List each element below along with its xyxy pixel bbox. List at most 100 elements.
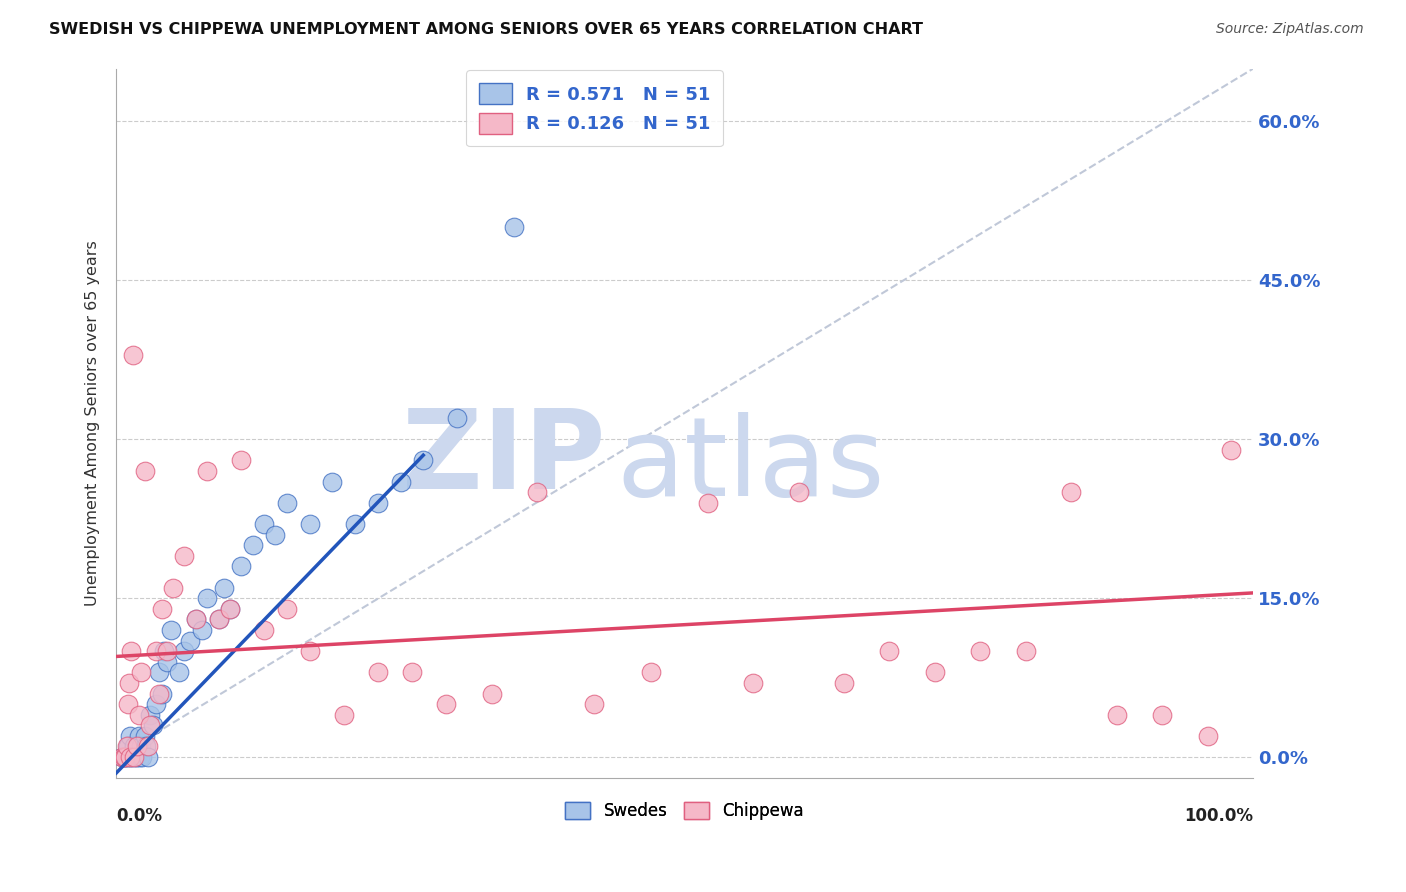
Point <box>276 601 298 615</box>
Point <box>156 644 179 658</box>
Point <box>135 739 157 754</box>
Text: SWEDISH VS CHIPPEWA UNEMPLOYMENT AMONG SENIORS OVER 65 YEARS CORRELATION CHART: SWEDISH VS CHIPPEWA UNEMPLOYMENT AMONG S… <box>49 22 924 37</box>
Point <box>112 750 135 764</box>
Point <box>145 697 167 711</box>
Point <box>298 644 321 658</box>
Point <box>446 411 468 425</box>
Point <box>111 750 134 764</box>
Point <box>114 750 136 764</box>
Point <box>139 718 162 732</box>
Point <box>111 750 134 764</box>
Point <box>231 453 253 467</box>
Point <box>367 665 389 680</box>
Point <box>136 750 159 764</box>
Point <box>832 676 855 690</box>
Point <box>231 559 253 574</box>
Point <box>367 496 389 510</box>
Point <box>173 549 195 563</box>
Legend: Swedes, Chippewa: Swedes, Chippewa <box>558 795 811 827</box>
Point <box>128 707 150 722</box>
Point <box>150 686 173 700</box>
Point <box>219 601 242 615</box>
Point <box>332 707 354 722</box>
Point <box>264 527 287 541</box>
Point <box>1015 644 1038 658</box>
Point <box>214 581 236 595</box>
Point <box>167 665 190 680</box>
Point <box>117 697 139 711</box>
Point <box>582 697 605 711</box>
Point <box>481 686 503 700</box>
Point <box>120 644 142 658</box>
Point <box>150 601 173 615</box>
Point <box>115 750 138 764</box>
Point <box>128 729 150 743</box>
Point <box>112 750 135 764</box>
Point <box>136 739 159 754</box>
Point <box>162 581 184 595</box>
Point <box>1197 729 1219 743</box>
Point <box>120 750 142 764</box>
Point <box>134 464 156 478</box>
Point <box>253 516 276 531</box>
Point <box>118 729 141 743</box>
Y-axis label: Unemployment Among Seniors over 65 years: Unemployment Among Seniors over 65 years <box>86 241 100 607</box>
Point <box>114 750 136 764</box>
Point <box>344 516 367 531</box>
Point <box>879 644 901 658</box>
Point <box>184 612 207 626</box>
Text: ZIP: ZIP <box>402 405 605 512</box>
Point <box>134 729 156 743</box>
Point <box>139 707 162 722</box>
Point <box>156 655 179 669</box>
Point <box>129 739 152 754</box>
Point <box>184 612 207 626</box>
Point <box>124 750 146 764</box>
Point <box>117 739 139 754</box>
Point <box>125 750 148 764</box>
Point <box>124 739 146 754</box>
Point <box>122 347 145 361</box>
Point <box>160 623 183 637</box>
Point <box>253 623 276 637</box>
Point <box>129 750 152 764</box>
Point <box>207 612 229 626</box>
Point <box>742 676 765 690</box>
Point <box>129 665 152 680</box>
Point <box>118 750 141 764</box>
Point <box>1060 485 1083 500</box>
Point <box>219 601 242 615</box>
Point <box>148 665 170 680</box>
Point <box>115 739 138 754</box>
Point <box>118 676 141 690</box>
Point <box>122 750 145 764</box>
Point <box>179 633 201 648</box>
Text: Source: ZipAtlas.com: Source: ZipAtlas.com <box>1216 22 1364 37</box>
Point <box>127 739 149 754</box>
Point <box>412 453 434 467</box>
Point <box>298 516 321 531</box>
Point <box>195 464 218 478</box>
Point <box>503 220 526 235</box>
Point <box>145 644 167 658</box>
Point <box>526 485 548 500</box>
Point <box>195 591 218 606</box>
Text: 100.0%: 100.0% <box>1184 807 1253 825</box>
Text: atlas: atlas <box>617 412 886 519</box>
Point <box>969 644 991 658</box>
Point <box>924 665 946 680</box>
Point <box>640 665 662 680</box>
Point <box>1219 442 1241 457</box>
Point <box>242 538 264 552</box>
Point <box>207 612 229 626</box>
Point <box>117 739 139 754</box>
Point <box>696 496 718 510</box>
Point <box>190 623 212 637</box>
Point <box>1105 707 1128 722</box>
Point <box>148 686 170 700</box>
Point <box>434 697 457 711</box>
Point <box>118 750 141 764</box>
Text: 0.0%: 0.0% <box>117 807 162 825</box>
Point <box>401 665 423 680</box>
Point <box>276 496 298 510</box>
